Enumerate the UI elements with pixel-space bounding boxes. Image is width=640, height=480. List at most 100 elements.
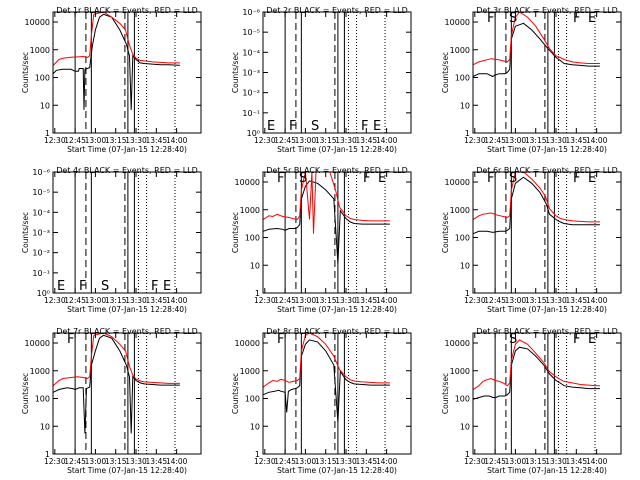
x-tick-label: 13:15 [315,136,337,145]
x-tick-label: 14:00 [586,457,608,466]
y-axis-label: Counts/sec [441,212,450,253]
detector-panel: 10⁰10⁻¹10⁻²10⁻³10⁻⁴10⁻⁵10⁻⁶12:3012:4513:… [231,6,412,154]
series-events-line [473,22,600,78]
y-tick-label: 10⁻² [32,249,50,258]
attenuator-flag-label: S [299,171,307,186]
attenuator-flag-label: E [163,279,171,294]
x-axis-label: Start Time (07-Jan-15 12:28:40) [67,305,187,314]
x-axis-label: Start Time (07-Jan-15 12:28:40) [277,145,397,154]
attenuator-flag-label: S [509,11,517,26]
panel-title: Det 9r BLACK = Events, RED = LLD [476,327,618,336]
y-tick-label: 1000 [450,46,470,55]
panel-title: Det 1r BLACK = Events, RED = LLD [56,6,198,15]
y-tick-label: 10000 [235,178,260,187]
x-tick-label: 13:00 [505,457,527,466]
y-tick-label: 10⁻¹ [32,269,50,278]
x-tick-label: 13:00 [505,296,527,305]
y-tick-label: 10⁰ [37,289,50,298]
y-tick-label: 10⁻⁴ [242,48,260,57]
series-lld-line [263,333,390,388]
x-tick-label: 12:30 [254,136,276,145]
y-axis-label: Counts/sec [21,52,30,93]
panel-title: Det 7r BLACK = Events, RED = LLD [56,327,198,336]
x-tick-label: 13:45 [146,296,168,305]
attenuator-flag-label: E [373,119,381,134]
series-events-line [263,180,390,264]
x-axis-label: Start Time (07-Jan-15 12:28:40) [67,466,187,475]
x-tick-label: 13:30 [125,136,147,145]
panel-title: Det 6r BLACK = Events, RED = LLD [476,166,618,175]
y-tick-label: 10⁰ [247,129,260,138]
y-tick-label: 10⁻⁶ [32,168,50,177]
series-lld-line [53,12,180,66]
x-tick-label: 12:30 [254,457,276,466]
x-tick-label: 13:15 [525,457,547,466]
detector-panel: 10⁰10⁻¹10⁻²10⁻³10⁻⁴10⁻⁵10⁻⁶12:3012:4513:… [21,166,202,314]
x-tick-label: 13:15 [315,457,337,466]
x-tick-label: 12:45 [484,296,506,305]
panel-title: Det 2r BLACK = Events, RED = LLD [266,6,408,15]
y-tick-label: 100 [35,395,50,404]
detector-panel: 1 10 100 1000 10000 12:3012:4513:0013:1513:30… [21,6,202,154]
attenuator-flag-label: F [487,11,494,26]
y-tick-label: 100 [455,395,470,404]
attenuator-flag-label: F [573,171,580,186]
x-axis-label: Start Time (07-Jan-15 12:28:40) [67,145,187,154]
y-tick-label: 100 [35,74,50,83]
y-tick-label: 1000 [30,367,50,376]
y-axis-label: Counts/sec [441,373,450,414]
x-tick-label: 13:45 [356,136,378,145]
y-tick-label: 1 [465,289,470,298]
y-tick-label: 100 [245,234,260,243]
x-tick-label: 13:30 [335,296,357,305]
y-tick-label: 10⁻⁵ [242,28,260,37]
x-tick-label: 14:00 [166,136,188,145]
x-tick-label: 13:15 [525,296,547,305]
attenuator-flag-label: F [361,119,368,134]
detector-panel: 1 10 100 1000 10000 12:3012:4513:0013:1513:30… [441,6,622,154]
attenuator-flag-label: F [289,119,296,134]
attenuator-flag-label: E [378,171,386,186]
series-events-line [53,334,180,434]
y-tick-label: 10000 [235,339,260,348]
y-tick-label: 10⁻² [242,89,260,98]
x-axis-label: Start Time (07-Jan-15 12:28:40) [277,466,397,475]
y-axis-label: Counts/sec [231,212,240,253]
series-events-line [263,339,390,423]
x-tick-label: 13:45 [146,457,168,466]
x-tick-label: 13:45 [356,296,378,305]
x-tick-label: 12:45 [484,457,506,466]
attenuator-flag-label: F [79,279,86,294]
plot-frame [52,11,202,134]
x-tick-label: 13:45 [356,457,378,466]
y-tick-label: 1000 [30,46,50,55]
y-axis-label: Counts/sec [231,373,240,414]
y-axis-label: Counts/sec [441,52,450,93]
attenuator-flag-label: F [67,332,74,347]
y-tick-label: 100 [455,74,470,83]
plot-frame [472,171,622,294]
x-tick-label: 13:15 [105,457,127,466]
x-tick-label: 13:00 [295,457,317,466]
x-tick-label: 13:00 [295,136,317,145]
x-tick-label: 14:00 [586,296,608,305]
x-tick-label: 13:00 [505,136,527,145]
series-lld-line [473,339,600,390]
y-tick-label: 10 [460,261,470,270]
y-tick-label: 100 [245,395,260,404]
x-tick-label: 13:45 [146,136,168,145]
series-events-line [53,13,180,110]
y-tick-label: 1000 [240,206,260,215]
x-axis-label: Start Time (07-Jan-15 12:28:40) [487,466,607,475]
x-tick-label: 14:00 [166,457,188,466]
y-tick-label: 1 [45,129,50,138]
y-tick-label: 10⁻⁴ [32,208,50,217]
y-tick-label: 1 [45,450,50,459]
x-tick-label: 13:30 [125,457,147,466]
attenuator-flag-label: S [101,279,109,294]
x-tick-label: 14:00 [586,136,608,145]
detector-panel: 1 10 100 1000 10000 12:3012:4513:0013:1513:30… [441,327,622,475]
detector-panel: 1 10 100 1000 10000 12:3012:4513:0013:1513:30… [231,327,412,475]
y-tick-label: 10 [40,422,50,431]
